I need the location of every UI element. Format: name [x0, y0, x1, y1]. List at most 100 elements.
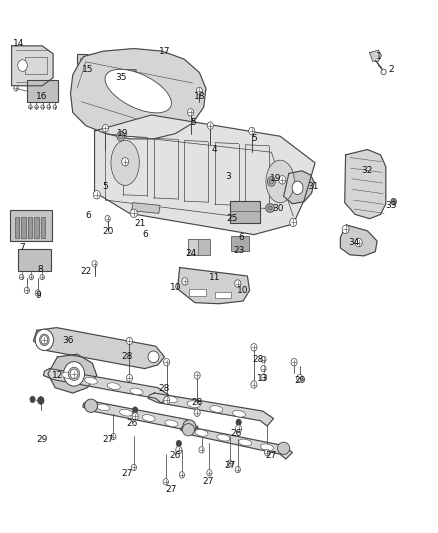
- Text: 28: 28: [191, 398, 203, 407]
- Bar: [27, 80, 58, 102]
- Ellipse shape: [111, 140, 139, 185]
- Text: 28: 28: [253, 355, 264, 364]
- Bar: [77, 54, 101, 79]
- Ellipse shape: [130, 388, 143, 395]
- Text: 27: 27: [165, 485, 177, 494]
- Text: 6: 6: [85, 212, 91, 221]
- Circle shape: [35, 290, 40, 296]
- Text: 32: 32: [362, 166, 373, 175]
- Circle shape: [207, 122, 213, 130]
- Text: 26: 26: [231, 430, 242, 439]
- Text: 35: 35: [115, 73, 127, 82]
- Ellipse shape: [35, 329, 53, 351]
- Circle shape: [236, 419, 241, 425]
- Circle shape: [127, 337, 133, 345]
- Ellipse shape: [195, 430, 208, 436]
- Text: 19: 19: [117, 129, 129, 138]
- Ellipse shape: [117, 132, 125, 141]
- Circle shape: [127, 374, 133, 382]
- Ellipse shape: [85, 399, 98, 413]
- Text: 9: 9: [35, 291, 41, 300]
- Bar: [215, 292, 231, 298]
- Polygon shape: [177, 268, 250, 304]
- Bar: [11, 210, 52, 241]
- Polygon shape: [33, 328, 164, 368]
- Text: 4: 4: [212, 145, 217, 154]
- Circle shape: [47, 105, 50, 109]
- Circle shape: [30, 396, 35, 402]
- Text: 28: 28: [122, 352, 133, 361]
- Polygon shape: [148, 393, 274, 426]
- Ellipse shape: [233, 410, 246, 417]
- Ellipse shape: [165, 420, 178, 427]
- Ellipse shape: [266, 204, 275, 212]
- Text: 17: 17: [159, 47, 170, 55]
- Text: 2: 2: [389, 66, 394, 74]
- Circle shape: [102, 125, 109, 132]
- Bar: [21, 217, 25, 238]
- Circle shape: [133, 407, 138, 413]
- Text: 33: 33: [386, 201, 397, 210]
- Circle shape: [261, 357, 266, 363]
- Text: 21: 21: [135, 220, 146, 229]
- Ellipse shape: [268, 176, 276, 186]
- Circle shape: [235, 466, 240, 473]
- Circle shape: [111, 433, 116, 440]
- Text: 27: 27: [122, 470, 133, 478]
- Polygon shape: [345, 150, 386, 219]
- Circle shape: [176, 440, 181, 447]
- Text: 5: 5: [190, 118, 196, 127]
- Text: 23: 23: [233, 246, 244, 255]
- Circle shape: [187, 109, 194, 116]
- Ellipse shape: [119, 134, 123, 139]
- Ellipse shape: [39, 334, 49, 346]
- Circle shape: [29, 274, 33, 280]
- Ellipse shape: [142, 415, 155, 422]
- Ellipse shape: [68, 367, 80, 381]
- Circle shape: [194, 372, 200, 379]
- Polygon shape: [284, 171, 314, 204]
- Ellipse shape: [391, 198, 396, 205]
- Text: 26: 26: [126, 419, 138, 428]
- Ellipse shape: [269, 179, 274, 184]
- Polygon shape: [114, 70, 136, 86]
- Text: 25: 25: [226, 214, 238, 223]
- Ellipse shape: [120, 409, 133, 416]
- Circle shape: [19, 274, 24, 280]
- Circle shape: [291, 359, 297, 366]
- Circle shape: [290, 218, 297, 227]
- Text: 10: 10: [237, 286, 249, 295]
- Ellipse shape: [64, 362, 85, 386]
- Ellipse shape: [107, 383, 120, 390]
- Circle shape: [279, 175, 286, 184]
- Circle shape: [132, 413, 138, 420]
- Circle shape: [194, 409, 200, 416]
- Circle shape: [14, 86, 18, 91]
- Text: 28: 28: [159, 384, 170, 393]
- Polygon shape: [43, 368, 169, 403]
- Bar: [189, 289, 206, 296]
- Text: 11: 11: [209, 273, 220, 281]
- Ellipse shape: [18, 60, 27, 71]
- Ellipse shape: [165, 396, 177, 403]
- Circle shape: [122, 158, 129, 166]
- Text: 24: 24: [185, 249, 196, 258]
- Text: 26: 26: [170, 451, 181, 460]
- Circle shape: [227, 460, 233, 466]
- Ellipse shape: [266, 160, 294, 203]
- Text: 20: 20: [102, 228, 113, 237]
- Bar: [230, 200, 260, 223]
- Bar: [187, 239, 210, 255]
- Circle shape: [249, 127, 255, 135]
- Circle shape: [179, 472, 184, 478]
- Text: 15: 15: [82, 66, 94, 74]
- Text: 7: 7: [20, 244, 25, 253]
- Circle shape: [41, 336, 48, 344]
- Bar: [41, 217, 45, 238]
- Text: 18: 18: [194, 92, 205, 101]
- Bar: [28, 217, 32, 238]
- Circle shape: [131, 464, 137, 471]
- Ellipse shape: [105, 69, 171, 113]
- Circle shape: [163, 397, 170, 404]
- Text: 13: 13: [257, 374, 268, 383]
